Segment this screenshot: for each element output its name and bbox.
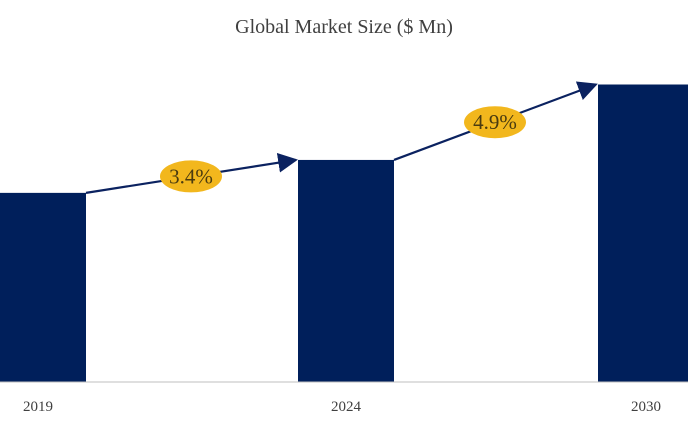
cagr-badge-2 bbox=[464, 106, 526, 139]
bar-2024 bbox=[298, 159, 394, 382]
cagr-badge-1 bbox=[160, 160, 222, 193]
cagr-label-2: 4.9% bbox=[473, 110, 517, 134]
x-tick-2030: 2030 bbox=[631, 399, 661, 415]
bars-layer bbox=[0, 84, 688, 382]
cagr-label-1: 3.4% bbox=[169, 164, 213, 188]
growth-annotations: 3.4% 4.9% bbox=[85, 81, 598, 194]
x-tick-labels: 2019 2024 2030 bbox=[23, 399, 661, 415]
bar-2019 bbox=[0, 192, 86, 382]
bar-2030 bbox=[598, 84, 688, 382]
x-tick-2019: 2019 bbox=[23, 399, 53, 415]
chart-title: Global Market Size ($ Mn) bbox=[235, 16, 453, 38]
x-tick-2024: 2024 bbox=[331, 399, 362, 415]
